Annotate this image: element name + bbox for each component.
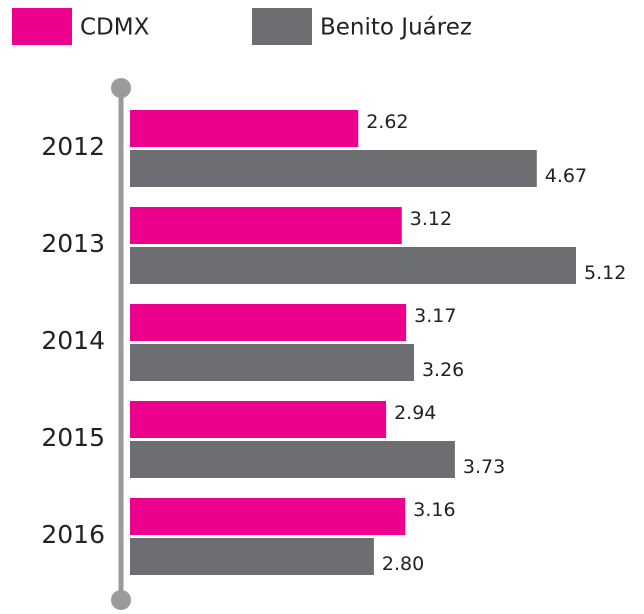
value-label: 3.73 xyxy=(463,456,505,478)
bar xyxy=(130,401,387,438)
bar xyxy=(130,441,455,478)
bar xyxy=(130,498,406,535)
value-label: 5.12 xyxy=(584,262,626,284)
value-label: 3.16 xyxy=(413,499,455,521)
axis-end xyxy=(111,78,131,98)
legend-swatch xyxy=(12,8,72,45)
value-label: 3.12 xyxy=(410,208,452,230)
value-label: 2.62 xyxy=(366,111,408,133)
year-label: 2013 xyxy=(41,229,105,258)
legend-label: Benito Juárez xyxy=(320,15,472,41)
year-label: 2012 xyxy=(41,132,105,161)
value-label: 2.94 xyxy=(394,402,436,424)
value-label: 2.80 xyxy=(382,553,424,575)
legend-label: CDMX xyxy=(80,15,150,41)
legend-swatch xyxy=(252,8,312,45)
axis-end xyxy=(111,590,131,610)
bar xyxy=(130,150,537,187)
bar xyxy=(130,247,576,284)
value-label: 3.26 xyxy=(422,359,464,381)
value-label: 3.17 xyxy=(414,305,456,327)
bar xyxy=(130,344,414,381)
year-label: 2016 xyxy=(41,520,105,549)
bar xyxy=(130,207,402,244)
year-label: 2014 xyxy=(41,326,105,355)
year-label: 2015 xyxy=(41,423,105,452)
bar xyxy=(130,538,374,575)
bar xyxy=(130,304,407,341)
value-label: 4.67 xyxy=(545,165,587,187)
bar xyxy=(130,110,359,147)
